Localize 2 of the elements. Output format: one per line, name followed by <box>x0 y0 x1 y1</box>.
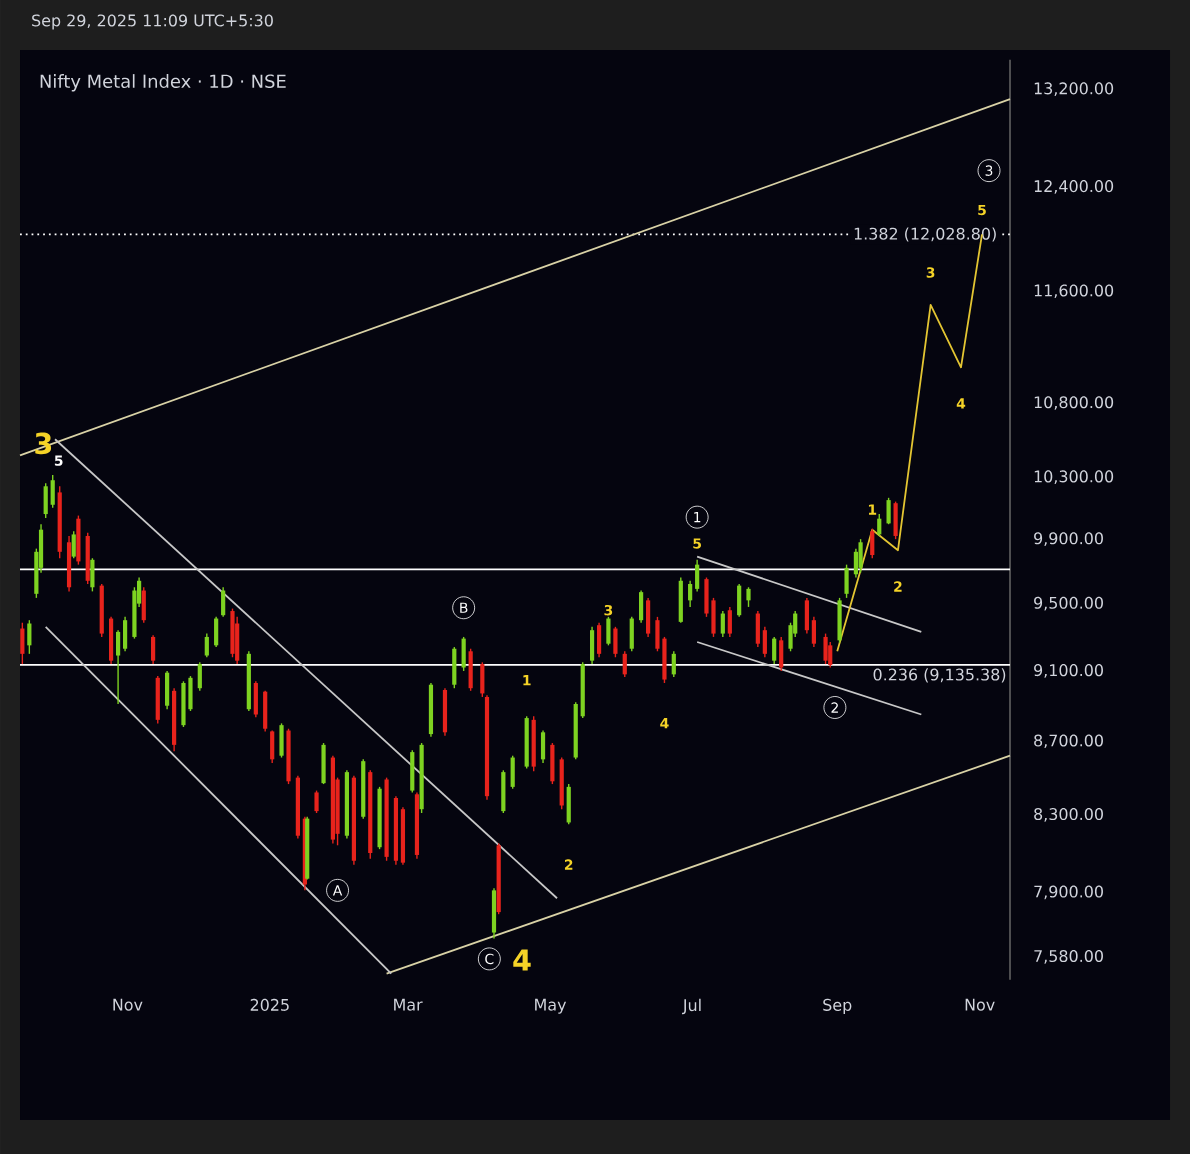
annotation: 4 <box>513 949 531 971</box>
text: Nifty Metal Index · 1D · NSE <box>40 74 286 92</box>
